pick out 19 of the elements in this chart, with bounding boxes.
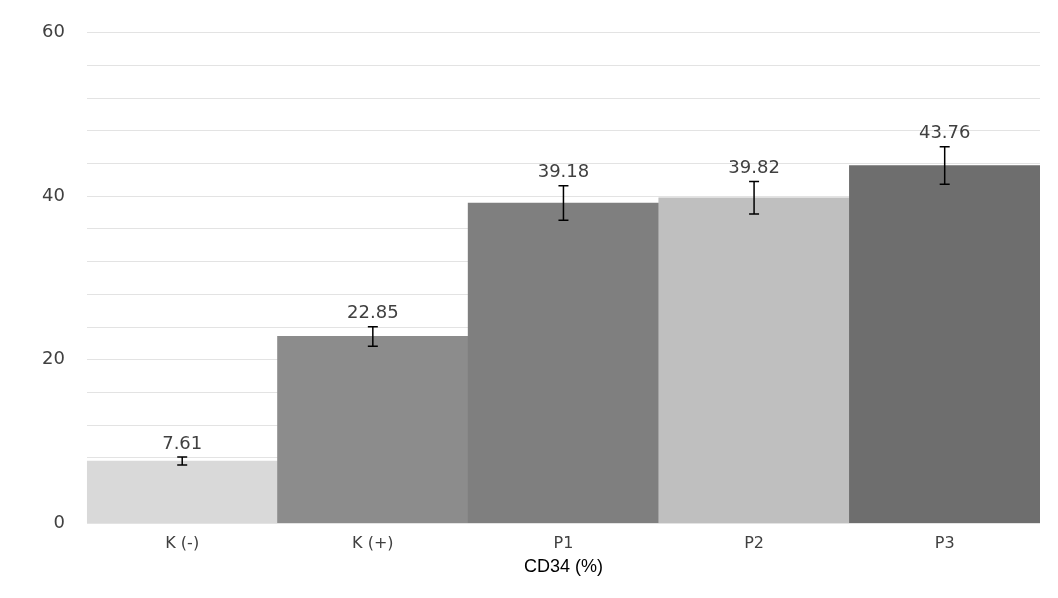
data-label: 39.18 — [537, 160, 590, 182]
bar — [277, 336, 469, 524]
bar — [467, 202, 660, 524]
y-tick-label: 20 — [42, 347, 65, 369]
x-tick-label: P2 — [744, 532, 764, 552]
x-tick-label: K (+) — [352, 532, 394, 552]
data-label: 22.85 — [347, 301, 399, 323]
data-label: 7.61 — [162, 431, 203, 453]
x-tick-label: K (-) — [165, 532, 200, 552]
y-tick-label: 0 — [53, 510, 65, 532]
y-tick-label: 40 — [42, 183, 65, 205]
data-label: 43.76 — [918, 121, 971, 143]
x-axis-title: CD34 (%) — [523, 556, 603, 577]
y-tick-label: 60 — [42, 20, 65, 42]
bar — [849, 165, 1040, 524]
x-tick-label: P3 — [934, 532, 955, 552]
bar — [658, 197, 850, 524]
data-label: 39.82 — [728, 156, 780, 178]
x-tick-label: P1 — [553, 532, 574, 552]
